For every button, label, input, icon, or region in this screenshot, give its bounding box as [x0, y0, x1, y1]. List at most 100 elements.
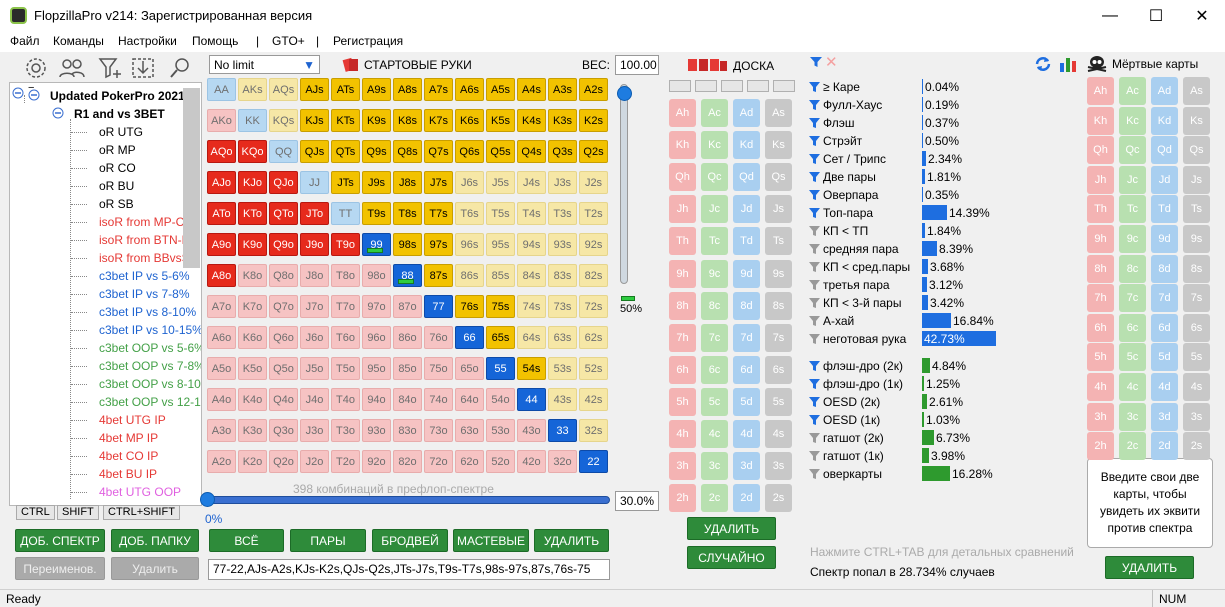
- hand-grid[interactable]: AA AKs AQs AJs ATs A9s A8s A7s A6s A5s A4s A3s A2s AK…: [207, 78, 610, 481]
- hand-cell-Q4s[interactable]: Q4s: [517, 140, 546, 163]
- board-card-5d[interactable]: 5d: [733, 387, 760, 416]
- hand-cell-97s[interactable]: 97s: [424, 233, 453, 256]
- hand-cell-J6o[interactable]: J6o: [300, 326, 329, 349]
- hand-cell-T8o[interactable]: T8o: [331, 264, 360, 287]
- board-card-Th[interactable]: Th: [669, 227, 696, 256]
- hand-cell-T4s[interactable]: T4s: [517, 202, 546, 225]
- range-percent-slider[interactable]: [207, 496, 610, 504]
- tree-item[interactable]: c3bet IP vs 5-6%: [99, 269, 190, 283]
- dead-card-6h[interactable]: 6h: [1087, 313, 1114, 342]
- hand-cell-Q2o[interactable]: Q2o: [269, 450, 298, 473]
- dead-card-3s[interactable]: 3s: [1183, 402, 1210, 431]
- board-card-As[interactable]: As: [765, 99, 792, 127]
- hand-cell-K6o[interactable]: K6o: [238, 326, 267, 349]
- hand-cell-65o[interactable]: 65o: [455, 357, 484, 380]
- hand-cell-73s[interactable]: 73s: [548, 295, 577, 318]
- hand-cell-53o[interactable]: 53o: [486, 419, 515, 442]
- hand-cell-A4s[interactable]: A4s: [517, 78, 546, 101]
- close-button[interactable]: ✕: [1195, 7, 1209, 25]
- dead-card-7d[interactable]: 7d: [1151, 284, 1178, 313]
- filter-icon[interactable]: [809, 117, 820, 129]
- refresh-icon[interactable]: [1034, 55, 1052, 76]
- range-text-input[interactable]: 77-22,AJs-A2s,KJs-K2s,QJs-Q2s,JTs-J7s,T9…: [208, 559, 610, 580]
- hand-cell-77[interactable]: 77: [424, 295, 453, 318]
- maximize-button[interactable]: ☐: [1148, 7, 1164, 25]
- hand-cell-A5s[interactable]: A5s: [486, 78, 515, 101]
- menu-file[interactable]: Файл: [10, 34, 40, 48]
- hand-cell-AA[interactable]: AA: [207, 78, 236, 101]
- filter-icon[interactable]: [809, 450, 820, 462]
- stat-row[interactable]: А-хай 16.84%: [808, 312, 1008, 330]
- filter-icon[interactable]: [809, 261, 820, 273]
- stat-row[interactable]: КП < 3-й пары 3.42%: [808, 294, 1008, 312]
- hand-cell-88[interactable]: 88: [393, 264, 422, 287]
- hand-cell-J4o[interactable]: J4o: [300, 388, 329, 411]
- users-icon[interactable]: [58, 56, 86, 80]
- hand-cell-J3s[interactable]: J3s: [548, 171, 577, 194]
- weight-slider[interactable]: [620, 84, 628, 284]
- board-card-6s[interactable]: 6s: [765, 355, 792, 384]
- hand-cell-63o[interactable]: 63o: [455, 419, 484, 442]
- tree-group[interactable]: R1 and vs 3BET: [74, 107, 165, 121]
- board-card-2s[interactable]: 2s: [765, 484, 792, 513]
- board-card-7h[interactable]: 7h: [669, 323, 696, 352]
- hand-cell-74o[interactable]: 74o: [424, 388, 453, 411]
- add-folder-button[interactable]: ДОБ. ПАПКУ: [111, 529, 199, 552]
- range-percent-knob[interactable]: [200, 492, 215, 507]
- stat-row[interactable]: Топ-пара 14.39%: [808, 204, 1008, 222]
- stat-row[interactable]: Сет / Трипс 2.34%: [808, 150, 1008, 168]
- filter-icon[interactable]: [809, 396, 820, 408]
- tab-ctrl-shift[interactable]: CTRL+SHIFT: [103, 505, 180, 520]
- menu-commands[interactable]: Команды: [53, 34, 104, 48]
- dead-card-8d[interactable]: 8d: [1151, 254, 1178, 283]
- board-card-6c[interactable]: 6c: [701, 355, 728, 384]
- hand-cell-Q8s[interactable]: Q8s: [393, 140, 422, 163]
- hand-cell-93o[interactable]: 93o: [362, 419, 391, 442]
- hand-cell-92o[interactable]: 92o: [362, 450, 391, 473]
- dead-card-Js[interactable]: Js: [1183, 165, 1210, 194]
- board-card-4c[interactable]: 4c: [701, 420, 728, 448]
- hand-cell-Q5o[interactable]: Q5o: [269, 357, 298, 380]
- board-card-Td[interactable]: Td: [733, 227, 760, 256]
- select-broadway-button[interactable]: БРОДВЕЙ: [372, 529, 448, 552]
- dead-card-3d[interactable]: 3d: [1151, 402, 1178, 431]
- dead-card-9c[interactable]: 9c: [1119, 225, 1146, 253]
- board-card-Qd[interactable]: Qd: [733, 163, 760, 192]
- dead-card-Ad[interactable]: Ad: [1151, 77, 1178, 105]
- dead-card-7c[interactable]: 7c: [1119, 284, 1146, 313]
- hand-cell-J2o[interactable]: J2o: [300, 450, 329, 473]
- dead-card-8c[interactable]: 8c: [1119, 254, 1146, 283]
- stat-row[interactable]: Фулл-Хаус 0.19%: [808, 96, 1008, 114]
- hand-cell-T2s[interactable]: T2s: [579, 202, 608, 225]
- hand-cell-AJs[interactable]: AJs: [300, 78, 329, 101]
- hand-cell-72s[interactable]: 72s: [579, 295, 608, 318]
- hand-cell-A9s[interactable]: A9s: [362, 78, 391, 101]
- board-card-Tc[interactable]: Tc: [701, 227, 728, 256]
- stat-row[interactable]: гатшот (1к) 3.98%: [808, 447, 1008, 465]
- tree-scrollbar[interactable]: [183, 88, 200, 268]
- board-card-8s[interactable]: 8s: [765, 291, 792, 320]
- board-card-4s[interactable]: 4s: [765, 420, 792, 448]
- board-slot[interactable]: [747, 80, 769, 92]
- hand-cell-KJo[interactable]: KJo: [238, 171, 267, 194]
- hand-cell-K5s[interactable]: K5s: [486, 109, 515, 132]
- hand-cell-T5o[interactable]: T5o: [331, 357, 360, 380]
- filter-icon[interactable]: [809, 55, 823, 72]
- hand-cell-J3o[interactable]: J3o: [300, 419, 329, 442]
- filter-icon[interactable]: [809, 378, 820, 390]
- hand-cell-99[interactable]: 99: [362, 233, 391, 256]
- tree-collapse-icon[interactable]: −: [28, 82, 35, 94]
- board-card-Qs[interactable]: Qs: [765, 163, 792, 192]
- hand-cell-K2s[interactable]: K2s: [579, 109, 608, 132]
- dead-card-6c[interactable]: 6c: [1119, 313, 1146, 342]
- hand-cell-K3o[interactable]: K3o: [238, 419, 267, 442]
- hand-cell-85s[interactable]: 85s: [486, 264, 515, 287]
- tree-item[interactable]: 4bet UTG IP: [99, 413, 166, 427]
- clear-filter-icon[interactable]: ✕: [825, 54, 838, 71]
- hand-cell-Q2s[interactable]: Q2s: [579, 140, 608, 163]
- hand-cell-64o[interactable]: 64o: [455, 388, 484, 411]
- hand-cell-J2s[interactable]: J2s: [579, 171, 608, 194]
- dead-card-5h[interactable]: 5h: [1087, 343, 1114, 372]
- dead-card-2h[interactable]: 2h: [1087, 432, 1114, 461]
- tree-toggle-icon[interactable]: [12, 87, 24, 102]
